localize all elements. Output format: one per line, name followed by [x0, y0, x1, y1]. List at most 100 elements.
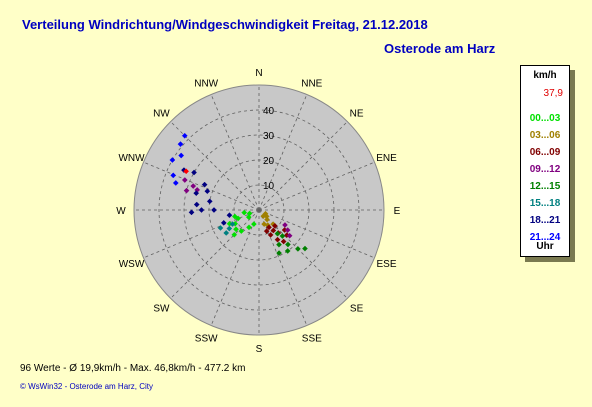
direction-label-e: E: [394, 206, 401, 217]
legend-item: 03...06: [529, 130, 561, 141]
data-point: [284, 248, 291, 254]
data-point: [272, 223, 278, 229]
data-point: [276, 241, 282, 248]
location-title: Osterode am Harz: [384, 41, 496, 56]
direction-label-ne: NE: [350, 108, 364, 119]
data-point: [235, 215, 242, 222]
data-point: [172, 180, 179, 186]
direction-label-s: S: [256, 344, 263, 355]
spoke-ssw: [210, 209, 260, 326]
data-point: [204, 188, 211, 195]
legend-item: 06...09: [529, 147, 561, 158]
data-point: [190, 183, 197, 189]
ring-label-10: 10: [263, 181, 275, 192]
data-point: [198, 207, 205, 213]
direction-label-ene: ENE: [376, 153, 397, 164]
spoke-nne: [258, 94, 308, 211]
data-point: [279, 233, 286, 239]
data-point: [201, 181, 208, 188]
ring-label-40: 40: [263, 106, 275, 117]
legend: km/h 37,9 00...03 03...06 06...09 09...12 12…: [520, 65, 570, 257]
ring-label-30: 30: [263, 131, 275, 142]
spoke-ese: [258, 209, 375, 259]
data-point: [284, 227, 291, 233]
data-point: [241, 209, 248, 216]
data-point: [206, 198, 213, 205]
data-point: [274, 230, 281, 237]
legend-item: 18...21: [529, 215, 561, 226]
direction-label-sse: SSE: [302, 333, 322, 344]
data-point: [276, 250, 282, 256]
data-point: [285, 241, 291, 248]
spoke-ne: [258, 121, 348, 211]
ring-40: [158, 109, 360, 311]
data-point: [188, 209, 195, 216]
chart-title: Verteilung Windrichtung/Windgeschwindigk…: [22, 17, 428, 32]
data-point: [261, 221, 268, 227]
data-point: [286, 232, 293, 239]
spoke-wnw: [143, 161, 260, 211]
direction-label-w: W: [116, 206, 126, 217]
data-point: [211, 207, 217, 213]
legend-item: 09...12: [529, 164, 561, 175]
data-point: [178, 152, 185, 159]
data-point: [263, 228, 270, 235]
direction-labels: N NNE NE ENE E ESE SE SSE S SSW SW WSW W WNW NW NNW 10 20…: [116, 68, 400, 355]
direction-label-ssw: SSW: [195, 333, 218, 344]
spoke-ene: [258, 161, 375, 211]
ring-label-20: 20: [263, 156, 275, 167]
legend-footer: Uhr: [536, 241, 554, 252]
legend-item: 21...24: [529, 232, 561, 243]
data-point: [250, 221, 257, 227]
legend-item: 15...18: [529, 198, 561, 209]
data-point: [260, 213, 267, 220]
direction-label-ese: ESE: [376, 259, 396, 270]
legend-item: 12...15: [529, 181, 561, 192]
direction-label-nnw: NNW: [194, 79, 218, 90]
data-point: [181, 132, 188, 139]
data-point: [238, 228, 245, 234]
direction-label-wsw: WSW: [119, 259, 145, 270]
data-point: [191, 169, 197, 176]
data-point: [282, 222, 288, 228]
data-point: [223, 230, 230, 236]
data-point: [226, 212, 233, 219]
data-point: [181, 177, 188, 183]
stats-line: 96 Werte - Ø 19,9km/h - Max. 46,8km/h - …: [20, 363, 246, 374]
data-point: [270, 227, 277, 234]
data-point: [246, 210, 253, 217]
data-point: [246, 224, 252, 231]
data-point: [193, 201, 200, 208]
direction-label-nne: NNE: [301, 79, 322, 90]
data-point: [231, 231, 238, 238]
data-point: [226, 225, 233, 232]
data-point: [217, 225, 224, 231]
legend-max-value: 37,9: [543, 88, 563, 99]
data-point: [295, 246, 301, 252]
data-point: [266, 224, 272, 231]
data-point: [220, 219, 227, 226]
direction-label-sw: SW: [153, 304, 170, 315]
data-point: [170, 172, 177, 179]
data-point: [245, 214, 252, 221]
data-point: [193, 190, 200, 197]
direction-label-n: N: [255, 68, 262, 79]
data-point: [177, 141, 184, 147]
direction-label-wnw: WNW: [118, 153, 145, 164]
data-point: [302, 245, 308, 252]
data-points: [169, 132, 308, 256]
data-point: [183, 187, 190, 194]
copyright-line: © WsWin32 - Osterode am Harz, City: [20, 382, 154, 391]
data-point: [233, 226, 239, 233]
data-point: [169, 157, 176, 163]
legend-unit: km/h: [533, 70, 557, 81]
legend-item: 00...03: [529, 113, 561, 124]
data-point: [229, 221, 236, 227]
highlight-data-point: [183, 168, 190, 175]
direction-label-se: SE: [350, 304, 364, 315]
data-point: [280, 238, 287, 245]
data-point: [267, 232, 274, 238]
spoke-nnw: [210, 94, 260, 211]
